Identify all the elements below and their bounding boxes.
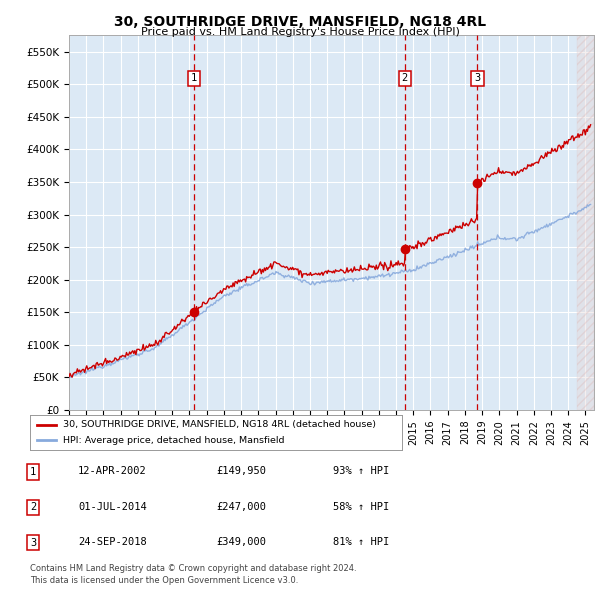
Text: 3: 3 [475, 74, 481, 83]
Text: 3: 3 [30, 538, 36, 548]
Text: £149,950: £149,950 [216, 466, 266, 476]
Text: Contains HM Land Registry data © Crown copyright and database right 2024.
This d: Contains HM Land Registry data © Crown c… [30, 565, 356, 585]
Text: 30, SOUTHRIDGE DRIVE, MANSFIELD, NG18 4RL: 30, SOUTHRIDGE DRIVE, MANSFIELD, NG18 4R… [114, 15, 486, 29]
Text: 2: 2 [30, 503, 36, 512]
Text: 93% ↑ HPI: 93% ↑ HPI [333, 466, 389, 476]
Text: 2: 2 [401, 74, 408, 83]
Bar [577, 35, 594, 410]
Text: 1: 1 [191, 74, 197, 83]
Text: £349,000: £349,000 [216, 537, 266, 547]
Text: £247,000: £247,000 [216, 502, 266, 512]
Text: 81% ↑ HPI: 81% ↑ HPI [333, 537, 389, 547]
Text: 1: 1 [30, 467, 36, 477]
Text: Price paid vs. HM Land Registry's House Price Index (HPI): Price paid vs. HM Land Registry's House … [140, 27, 460, 37]
Text: 58% ↑ HPI: 58% ↑ HPI [333, 502, 389, 512]
Text: 12-APR-2002: 12-APR-2002 [78, 466, 147, 476]
Text: 24-SEP-2018: 24-SEP-2018 [78, 537, 147, 547]
Text: HPI: Average price, detached house, Mansfield: HPI: Average price, detached house, Mans… [64, 436, 285, 445]
Text: 30, SOUTHRIDGE DRIVE, MANSFIELD, NG18 4RL (detached house): 30, SOUTHRIDGE DRIVE, MANSFIELD, NG18 4R… [64, 420, 376, 429]
Text: 01-JUL-2014: 01-JUL-2014 [78, 502, 147, 512]
